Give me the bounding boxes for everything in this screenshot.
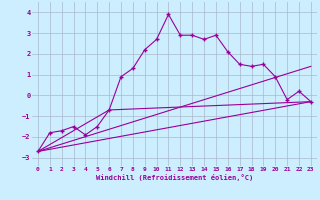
X-axis label: Windchill (Refroidissement éolien,°C): Windchill (Refroidissement éolien,°C) xyxy=(96,174,253,181)
